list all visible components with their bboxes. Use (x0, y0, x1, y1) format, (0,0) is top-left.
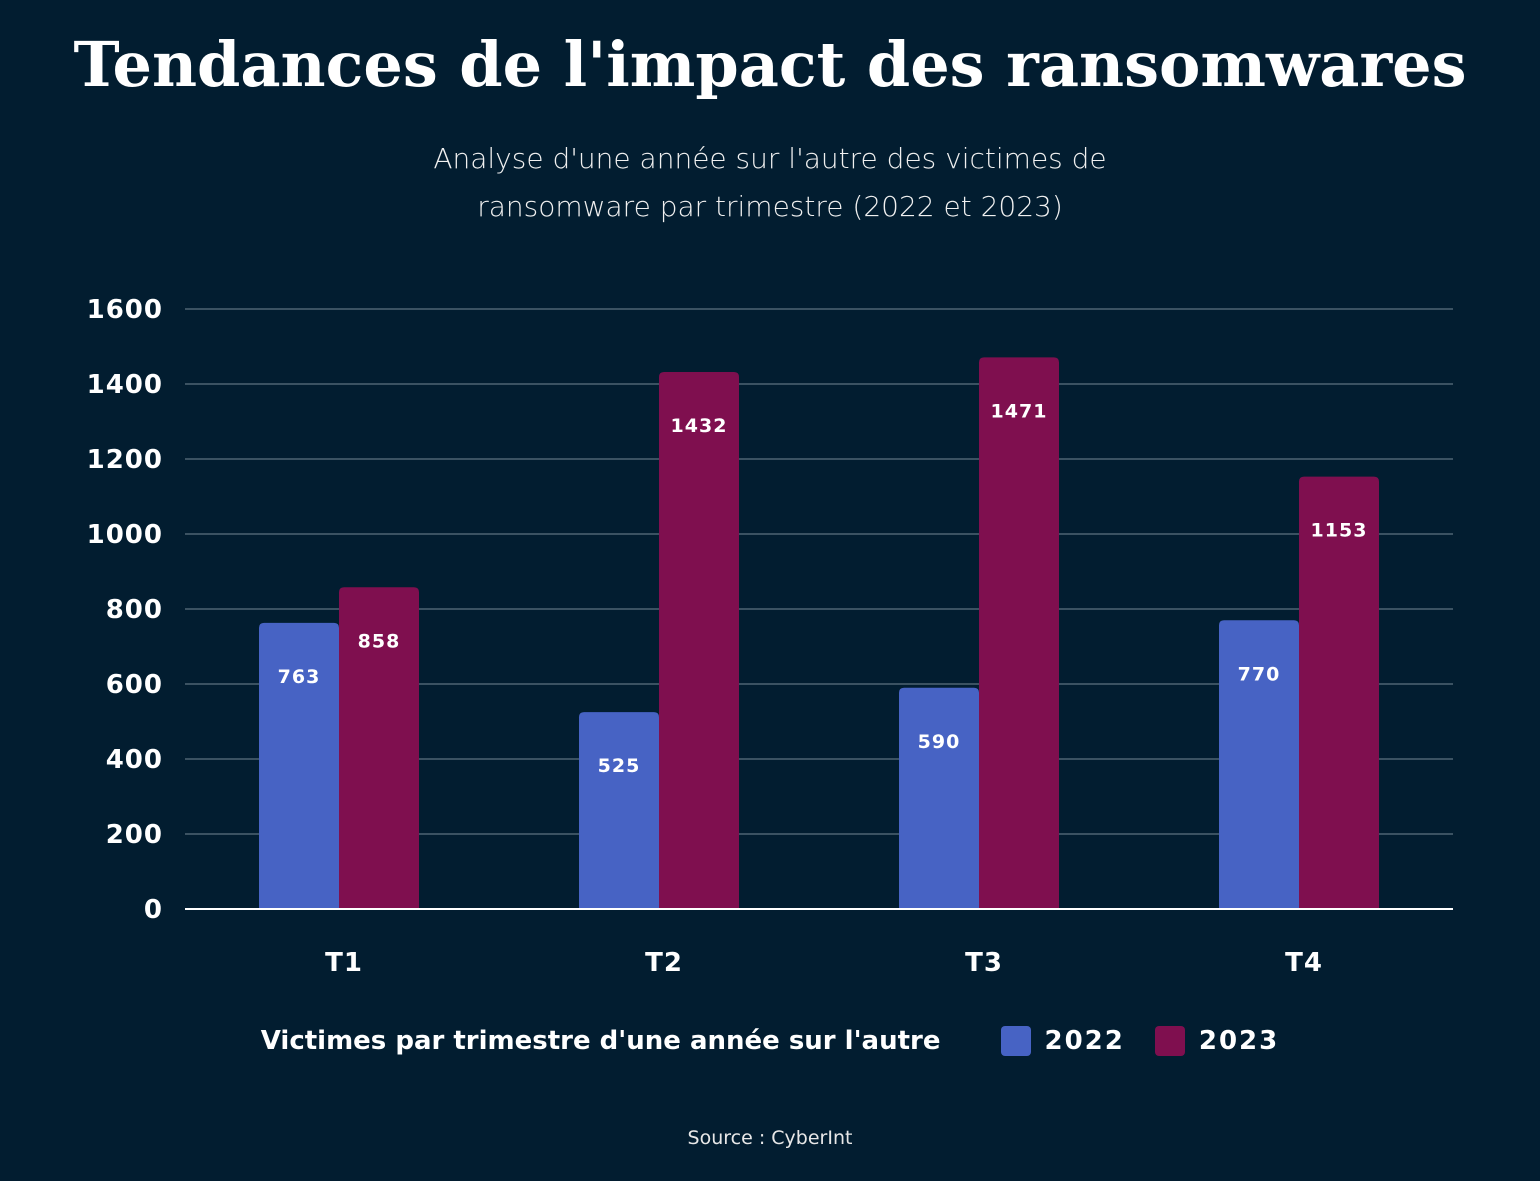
source-note: Source : CyberInt (687, 1127, 853, 1149)
bar-2022-T3 (899, 687, 979, 909)
y-tick-label: 1000 (87, 520, 163, 550)
bar-chart: 0 200 400 600 800 1000 1200 1400 1600 T1 763 858 T2 5… (87, 295, 1453, 978)
y-tick-label: 0 (144, 895, 163, 925)
data-label: 770 (1238, 663, 1281, 685)
legend-swatch-2023 (1154, 1026, 1185, 1056)
y-tick-label: 600 (106, 670, 163, 700)
legend-title: Victimes par trimestre d'une année sur l… (260, 1026, 941, 1056)
chart-subtitle: Analyse d'une année sur l'autre des vict… (433, 142, 1107, 223)
x-tick-label: T3 (965, 948, 1003, 978)
y-tick-label: 800 (106, 595, 163, 625)
x-tick-label: T4 (1285, 948, 1323, 978)
bar-2022-T4 (1219, 620, 1299, 909)
data-label: 763 (278, 666, 321, 688)
data-label: 525 (598, 755, 641, 777)
bar-2023-T3 (979, 357, 1059, 909)
y-tick-label: 200 (106, 820, 163, 850)
bar-2023-T1 (339, 587, 419, 909)
legend-label-2022: 2022 (1044, 1026, 1125, 1056)
legend: Victimes par trimestre d'une année sur l… (0, 1026, 1540, 1056)
legend-swatch-2022 (1000, 1026, 1031, 1056)
bar-2022-T1 (259, 622, 339, 909)
bar-2023-T2 (659, 372, 739, 909)
x-tick-label: T2 (645, 948, 683, 978)
bar-2022-T2 (579, 712, 659, 909)
data-label: 1471 (991, 400, 1048, 422)
y-tick-label: 400 (106, 745, 163, 775)
data-label: 858 (358, 630, 401, 652)
y-tick-label: 1400 (87, 370, 163, 400)
y-tick-label: 1200 (87, 445, 163, 475)
y-tick-label: 1600 (87, 295, 163, 325)
chart-title: Tendances de l'impact des ransomwares (73, 28, 1467, 101)
data-label: 1432 (671, 415, 728, 437)
x-tick-label: T1 (325, 948, 363, 978)
data-label: 590 (918, 731, 961, 753)
bar-2023-T4 (1299, 476, 1379, 909)
legend-label-2023: 2023 (1198, 1026, 1280, 1056)
data-label: 1153 (1311, 520, 1368, 542)
